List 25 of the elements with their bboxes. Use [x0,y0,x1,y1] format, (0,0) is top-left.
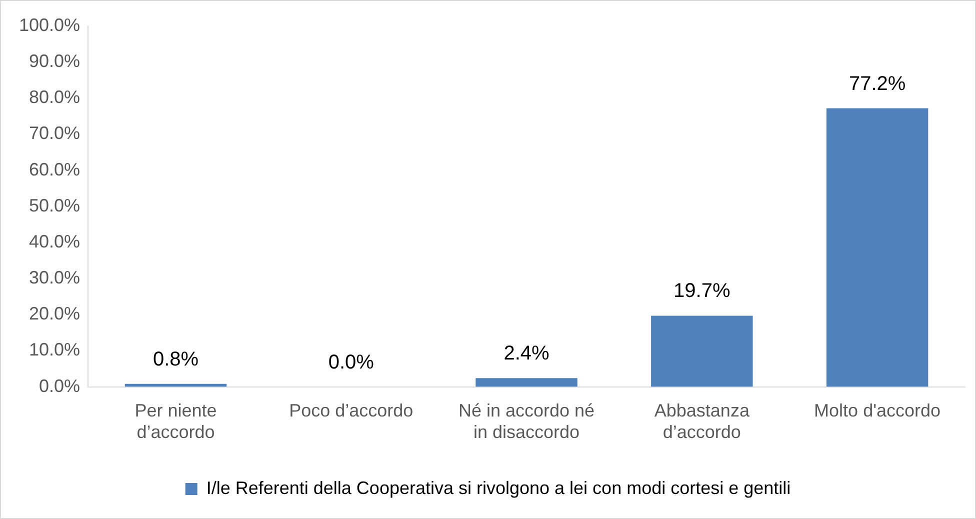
bar [476,378,578,387]
y-tick-label: 100.0% [18,14,80,35]
data-label: 77.2% [848,72,906,95]
bar [651,316,753,387]
y-tick-label: 30.0% [29,268,80,288]
bar [826,108,928,387]
x-tick-label: Né in accordo né in disaccordo [458,400,595,442]
x-tick-label: Poco d’accordo [289,400,414,421]
legend-label: I/le Referenti della Cooperativa si rivolgono a lei con modi cortesi e gentili [206,478,791,498]
y-tick-label: 60.0% [29,159,80,180]
y-tick-label: 40.0% [29,231,80,252]
y-tick-label: 20.0% [29,304,80,324]
y-tick-label: 70.0% [29,123,80,144]
x-tick-label: Molto d'accordo [814,400,941,421]
y-tick-label: 10.0% [29,340,80,360]
data-label: 19.7% [674,280,730,302]
x-tick-label: Abbastanza d’accordo [654,400,750,442]
data-label: 0.0% [328,351,374,374]
y-tick-label: 0.0% [39,376,80,396]
y-tick-label: 90.0% [29,51,80,72]
y-tick-label: 50.0% [29,195,80,216]
data-label: 2.4% [504,342,550,365]
data-label: 0.8% [152,348,199,370]
x-tick-label: Per niente d’accordo [134,400,217,442]
y-tick-label: 80.0% [29,87,80,108]
